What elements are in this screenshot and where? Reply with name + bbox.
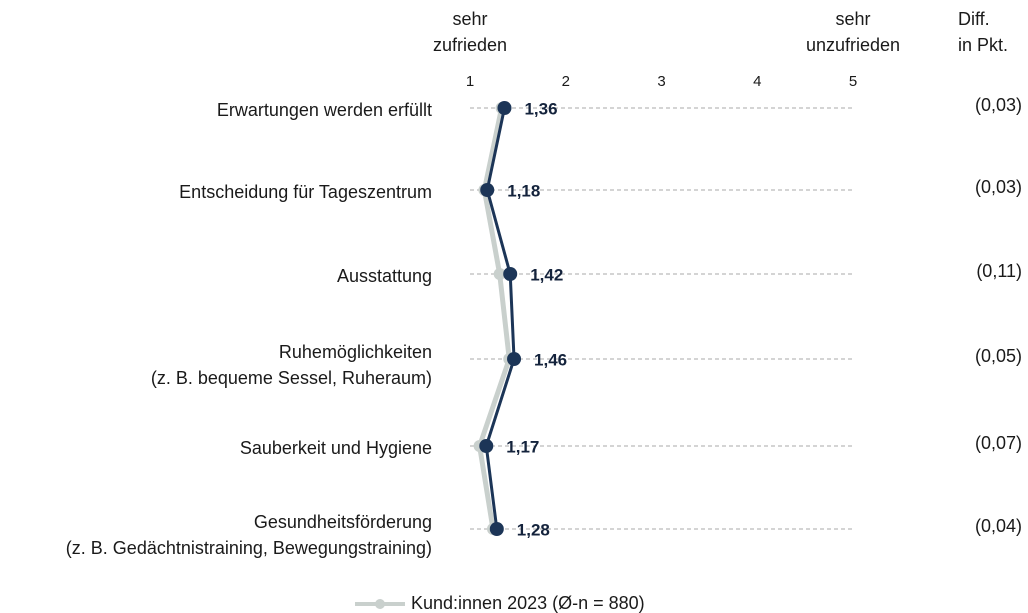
point: [493, 268, 506, 280]
category-label: Sauberkeit und Hygiene: [240, 438, 432, 458]
diff-label: (0,03): [975, 177, 1022, 197]
value-label: 1,42: [530, 265, 563, 284]
diff-label: (0,03): [975, 95, 1022, 115]
diff-label: (0,11): [976, 261, 1022, 281]
x-tick-label: 1: [466, 73, 474, 90]
category-label: Entscheidung für Tageszentrum: [179, 182, 432, 202]
x-tick-label: 3: [657, 73, 665, 90]
diff-label: (0,05): [975, 346, 1022, 366]
value-label: 1,46: [534, 350, 567, 369]
series-line: [484, 107, 516, 530]
point: [479, 439, 494, 453]
x-tick-label: 2: [562, 73, 570, 90]
legend-label: Kund:innen 2023 (Ø-n = 880): [411, 593, 645, 613]
point: [489, 522, 504, 536]
value-label: 1,17: [506, 437, 539, 456]
point: [507, 352, 522, 366]
category-label: Ruhemöglichkeiten (z. B. bequeme Sessel, …: [151, 342, 432, 388]
x-tick-label: 5: [849, 73, 857, 90]
value-label: 1,28: [517, 520, 550, 539]
point: [497, 101, 512, 115]
diff-header: Diff. in Pkt.: [958, 9, 1008, 55]
axis-label-left: sehr zufrieden: [433, 9, 507, 55]
point: [503, 267, 518, 281]
category-label: Ausstattung: [337, 266, 432, 286]
x-tick-label: 4: [753, 73, 761, 90]
series-line: [477, 107, 512, 530]
diff-label: (0,04): [975, 516, 1022, 536]
point: [480, 183, 495, 197]
category-label: Gesundheitsförderung (z. B. Gedächtnistra…: [66, 512, 432, 558]
value-label: 1,18: [507, 181, 540, 200]
axis-label-right: sehr unzufrieden: [806, 9, 900, 55]
category-label: Erwartungen werden erfüllt: [217, 100, 432, 120]
value-label: 1,36: [524, 99, 557, 118]
diff-label: (0,07): [975, 433, 1022, 453]
legend-dot: [375, 599, 385, 609]
